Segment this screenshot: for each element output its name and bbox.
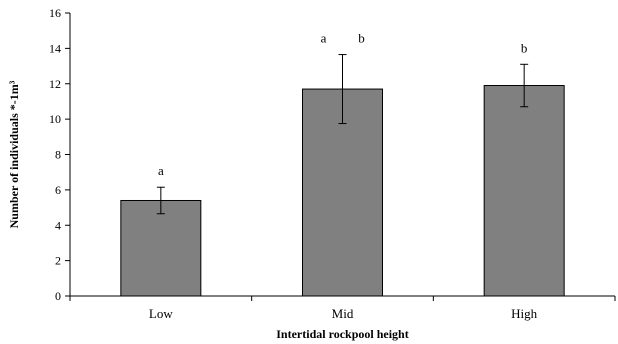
error-bar-low — [156, 186, 165, 215]
error-bar-high — [520, 63, 529, 108]
significance-labels: a a b b — [158, 31, 527, 179]
significance-label: a — [158, 163, 164, 178]
error-bar-mid — [338, 54, 347, 125]
y-axis-title: Number of individuals *-1m³ — [7, 80, 21, 228]
y-tick-label: 6 — [55, 183, 61, 197]
bar-high — [483, 85, 565, 297]
bar-low — [120, 199, 202, 297]
y-tick-label: 16 — [49, 6, 61, 20]
x-axis-ticks: Low Mid High — [69, 296, 616, 321]
y-tick-label: 8 — [55, 148, 61, 162]
y-tick-label: 12 — [49, 77, 61, 91]
y-tick-label: 10 — [49, 112, 61, 126]
y-axis-ticks: 0 2 4 6 8 10 12 14 16 — [49, 6, 70, 303]
error-bars — [156, 54, 529, 215]
significance-label: b — [358, 31, 365, 46]
y-tick-label: 2 — [55, 254, 61, 268]
x-tick-label: Mid — [332, 306, 354, 321]
x-tick-label: High — [511, 306, 538, 321]
significance-label: a — [321, 31, 327, 46]
y-tick-label: 14 — [49, 41, 61, 55]
y-tick-label: 0 — [55, 289, 61, 303]
significance-label: b — [521, 40, 528, 55]
y-tick-label: 4 — [55, 218, 61, 232]
x-tick-label: Low — [149, 306, 173, 321]
bars — [120, 85, 565, 297]
x-axis-title: Intertidal rockpool height — [276, 327, 408, 341]
